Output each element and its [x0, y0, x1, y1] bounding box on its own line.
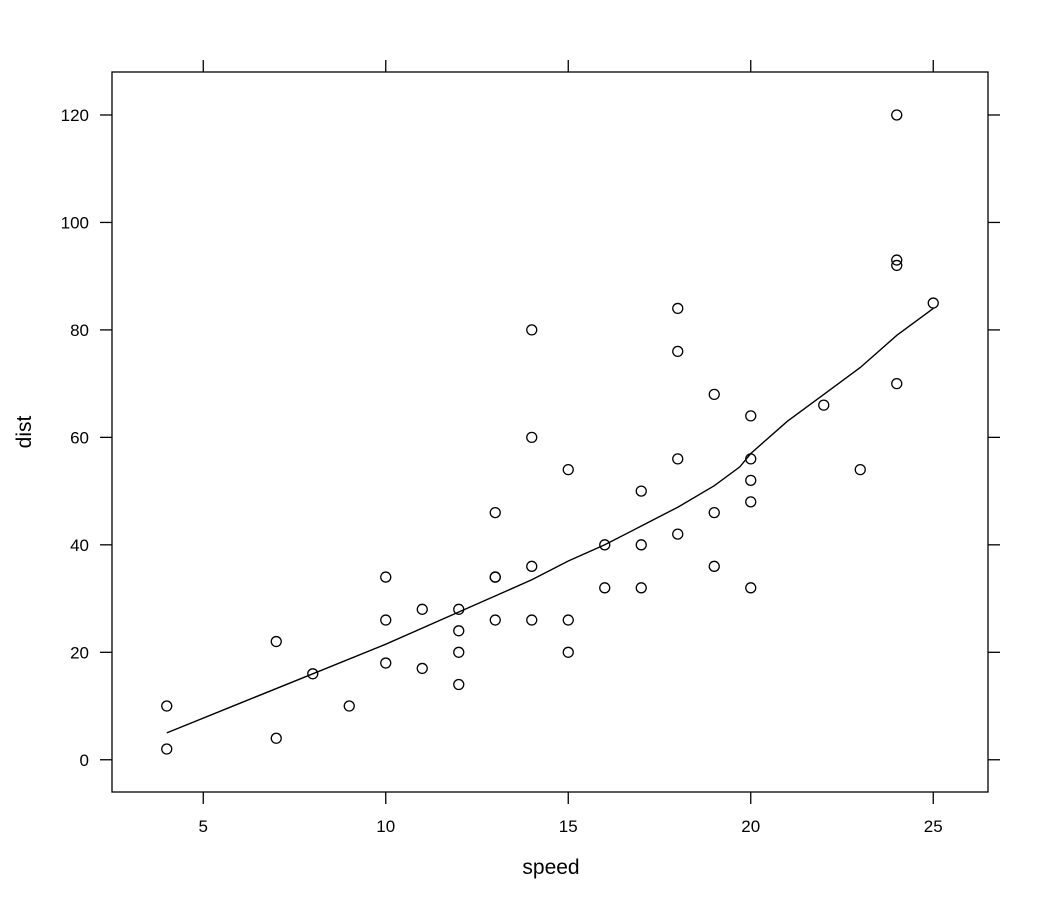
x-tick-label: 20 [741, 817, 760, 836]
data-point [672, 345, 684, 358]
data-point [708, 506, 720, 519]
data-point [453, 603, 465, 615]
y-tick-label: 0 [80, 751, 89, 770]
data-point [891, 259, 903, 272]
data-point [635, 582, 647, 594]
data-point [343, 700, 355, 712]
data-point [416, 603, 428, 615]
data-point [562, 646, 574, 658]
data-point [526, 431, 538, 444]
data-point [635, 485, 647, 497]
x-tick-label: 5 [199, 817, 208, 836]
y-tick-label: 80 [70, 321, 89, 340]
x-tick-label: 10 [376, 817, 395, 836]
x-tick-label: 15 [559, 817, 578, 836]
y-tick-label: 40 [70, 536, 89, 555]
x-axis: 5 10 15 20 25 [199, 60, 943, 836]
data-point [526, 614, 538, 626]
data-point [672, 528, 684, 540]
data-point [489, 571, 501, 583]
smooth-line [166, 307, 934, 734]
data-point [745, 582, 757, 594]
data-point [599, 582, 611, 594]
data-point [161, 700, 173, 712]
data-point [380, 657, 392, 669]
data-point [891, 254, 903, 266]
data-point [453, 625, 465, 637]
smooth-line-layer [166, 307, 934, 734]
points-layer [161, 109, 939, 755]
y-axis: 0 20 40 60 80 100 120 [61, 106, 1000, 770]
data-point [891, 109, 903, 121]
y-tick-label: 120 [61, 106, 89, 125]
y-axis-label: dist [13, 415, 36, 448]
data-point [927, 297, 939, 309]
data-point [745, 474, 757, 487]
data-point [526, 560, 538, 572]
data-point [526, 324, 538, 336]
data-point [708, 388, 720, 401]
data-point [453, 646, 465, 658]
data-point [161, 743, 173, 755]
data-point [854, 463, 866, 476]
data-point [416, 662, 428, 675]
data-point [672, 302, 684, 315]
data-point [489, 506, 501, 519]
plot-frame [111, 71, 989, 793]
data-point [745, 410, 757, 422]
data-point [891, 377, 903, 390]
data-point [562, 614, 574, 626]
x-tick-label: 25 [924, 817, 943, 836]
data-point [380, 614, 392, 626]
data-point [708, 560, 720, 572]
data-point [672, 453, 684, 465]
data-point [562, 463, 574, 476]
data-point [270, 635, 282, 648]
data-point [453, 678, 465, 691]
y-tick-label: 60 [70, 428, 89, 447]
y-tick-label: 100 [61, 213, 89, 232]
data-point [380, 571, 392, 583]
data-point [745, 496, 757, 508]
y-tick-label: 20 [70, 643, 89, 662]
data-point [599, 539, 611, 551]
data-point [489, 614, 501, 626]
x-axis-label: speed [522, 856, 579, 879]
data-point [307, 668, 319, 680]
data-point [745, 453, 757, 465]
data-point [818, 399, 830, 411]
data-point [270, 732, 282, 744]
data-point [635, 539, 647, 551]
